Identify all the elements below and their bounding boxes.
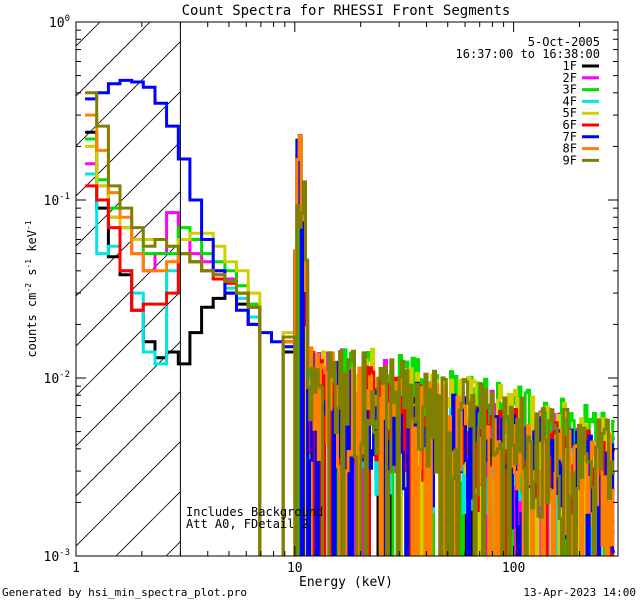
legend-label-6f: 6F (563, 118, 577, 132)
x-tick-label: 10 (287, 561, 303, 576)
hatch-line (76, 191, 181, 297)
x-tick-label: 100 (502, 561, 525, 576)
legend-label-5f: 5F (563, 106, 577, 120)
y-tick-label: 10-3 (44, 548, 71, 565)
chart-title: Count Spectra for RHESSI Front Segments (182, 3, 511, 19)
x-axis-label: Energy (keV) (299, 575, 393, 590)
series-lines (85, 78, 615, 556)
footer-generated-by: Generated by hsi_min_spectra_plot.pro (2, 586, 247, 599)
y-tick-label: 100 (49, 14, 70, 31)
legend-label-9f: 9F (563, 153, 577, 167)
legend-label-4f: 4F (563, 94, 577, 108)
x-tick-label: 1 (72, 561, 80, 576)
hatch-line (76, 241, 181, 347)
series-line-9f (85, 91, 615, 556)
annotation-attenuator: Att A0, FDetail 2 (186, 517, 309, 531)
legend-label-2f: 2F (563, 71, 577, 85)
footer-timestamp: 13-Apr-2023 14:00 (523, 586, 636, 599)
y-axis-label-exp1: -2 (24, 283, 33, 293)
hatch-line (76, 391, 181, 497)
legend-date: 5-Oct-2005 (528, 35, 600, 49)
y-axis-label-exp3: -1 (24, 220, 33, 230)
legend-label-8f: 8F (563, 142, 577, 156)
y-tick-label: 10-2 (44, 370, 71, 387)
y-tick-labels: 10-3 10-2 10-1 100 (44, 14, 71, 565)
y-axis-label-mid1: s (25, 269, 39, 283)
hatch-line (76, 141, 181, 247)
y-axis-label-mid2: keV (25, 230, 39, 259)
hatch-line (76, 41, 181, 147)
background-hatched-region (76, 22, 181, 556)
legend-label-7f: 7F (563, 130, 577, 144)
annotation-background: Includes Background (186, 505, 323, 519)
plot-frame (75, 21, 619, 557)
legend-time-range: 16:37:00 to 16:38:00 (456, 47, 601, 61)
y-axis-label-base: counts cm (25, 293, 39, 358)
y-tick-label: 10-1 (44, 192, 71, 209)
y-axis-label: counts cm-2 s-1 keV-1 (24, 220, 39, 357)
x-tick-labels: 1 10 100 (72, 561, 525, 576)
y-axis-label-exp2: -1 (24, 259, 33, 269)
legend-label-1f: 1F (563, 59, 577, 73)
legend-label-3f: 3F (563, 83, 577, 97)
hatch-line (76, 441, 181, 547)
hatch-line (76, 22, 151, 97)
axis-ticks (75, 21, 619, 557)
